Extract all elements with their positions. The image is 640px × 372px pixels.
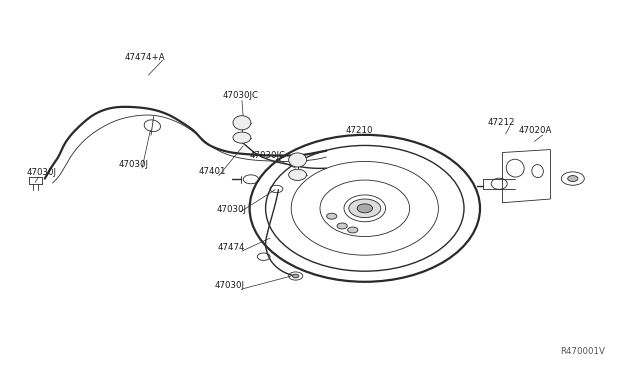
Ellipse shape bbox=[233, 132, 251, 143]
Text: 47030J: 47030J bbox=[27, 169, 57, 177]
Text: 47030J: 47030J bbox=[216, 205, 246, 214]
Circle shape bbox=[337, 223, 348, 229]
Ellipse shape bbox=[289, 153, 307, 167]
Circle shape bbox=[357, 204, 372, 213]
Circle shape bbox=[292, 274, 299, 278]
Text: 47030J: 47030J bbox=[118, 160, 148, 169]
Text: 47212: 47212 bbox=[488, 118, 515, 126]
Ellipse shape bbox=[289, 169, 307, 180]
Text: 47030JC: 47030JC bbox=[223, 92, 259, 100]
Text: 47401: 47401 bbox=[198, 167, 226, 176]
Text: 47210: 47210 bbox=[346, 126, 373, 135]
Circle shape bbox=[348, 227, 358, 233]
Text: 47474: 47474 bbox=[218, 243, 245, 252]
Ellipse shape bbox=[233, 116, 251, 130]
Circle shape bbox=[326, 213, 337, 219]
Circle shape bbox=[568, 176, 578, 182]
Text: 47474+A: 47474+A bbox=[125, 53, 165, 62]
Text: 47030JC: 47030JC bbox=[250, 151, 285, 160]
Text: 47030J: 47030J bbox=[214, 281, 244, 290]
Text: 47020A: 47020A bbox=[518, 126, 552, 135]
Circle shape bbox=[349, 199, 381, 218]
Text: R470001V: R470001V bbox=[560, 347, 605, 356]
